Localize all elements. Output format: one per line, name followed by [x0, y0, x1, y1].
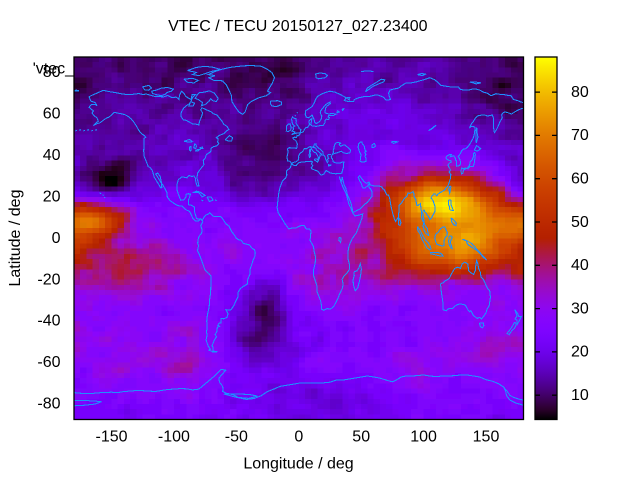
svg-text:50: 50 [352, 429, 370, 446]
svg-text:'vtec_: 'vtec_ [33, 61, 75, 78]
svg-text:0: 0 [294, 429, 303, 446]
svg-text:-40: -40 [37, 313, 60, 330]
svg-text:30: 30 [571, 300, 589, 317]
svg-text:-50: -50 [225, 429, 248, 446]
svg-text:150: 150 [473, 429, 500, 446]
svg-text:60: 60 [43, 106, 61, 123]
svg-text:10: 10 [571, 387, 589, 404]
svg-text:Longitude / deg: Longitude / deg [243, 456, 353, 473]
svg-text:-150: -150 [95, 429, 127, 446]
svg-text:Latitude / deg: Latitude / deg [7, 190, 24, 287]
svg-text:50: 50 [571, 214, 589, 231]
svg-text:70: 70 [571, 127, 589, 144]
svg-text:40: 40 [571, 257, 589, 274]
svg-text:20: 20 [43, 188, 61, 205]
svg-text:20: 20 [571, 344, 589, 361]
svg-text:-80: -80 [37, 396, 60, 413]
svg-text:-100: -100 [158, 429, 190, 446]
svg-text:40: 40 [43, 147, 61, 164]
svg-text:80: 80 [43, 64, 61, 81]
svg-text:80: 80 [571, 84, 589, 101]
svg-text:-60: -60 [37, 354, 60, 371]
svg-text:-20: -20 [37, 271, 60, 288]
svg-text:0: 0 [52, 230, 61, 247]
svg-text:60: 60 [571, 171, 589, 188]
svg-text:100: 100 [410, 429, 437, 446]
svg-text:VTEC / TECU 20150127_027.23400: VTEC / TECU 20150127_027.23400 [168, 18, 428, 35]
